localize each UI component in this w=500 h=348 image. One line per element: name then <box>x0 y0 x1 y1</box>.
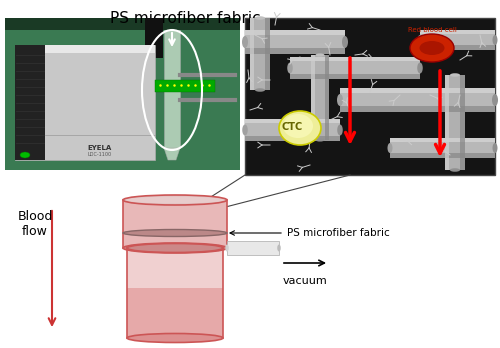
Bar <box>290 57 420 61</box>
Ellipse shape <box>450 73 460 77</box>
Bar <box>445 75 449 170</box>
Polygon shape <box>164 148 180 160</box>
Bar <box>245 30 345 35</box>
Ellipse shape <box>20 152 30 158</box>
Bar <box>155 80 215 92</box>
Ellipse shape <box>417 63 423 73</box>
Ellipse shape <box>316 54 324 57</box>
FancyBboxPatch shape <box>145 18 163 58</box>
Bar <box>45 45 155 160</box>
Ellipse shape <box>123 195 227 205</box>
Text: CTC: CTC <box>282 122 302 132</box>
Bar <box>123 200 227 248</box>
Bar <box>390 153 495 158</box>
Bar <box>250 18 254 90</box>
Ellipse shape <box>410 34 454 62</box>
Bar <box>340 88 495 112</box>
Ellipse shape <box>337 94 343 106</box>
Bar <box>420 30 495 50</box>
Bar <box>45 45 155 53</box>
Ellipse shape <box>225 245 229 252</box>
Bar <box>5 18 240 30</box>
Bar <box>290 73 420 79</box>
Ellipse shape <box>388 143 392 153</box>
Ellipse shape <box>277 245 281 252</box>
Ellipse shape <box>450 168 460 172</box>
Bar <box>340 106 495 112</box>
Ellipse shape <box>279 111 321 145</box>
Bar <box>245 48 345 54</box>
Text: PS microfiber fabric: PS microfiber fabric <box>110 11 260 26</box>
Bar <box>420 45 495 50</box>
Ellipse shape <box>127 244 223 253</box>
Ellipse shape <box>337 125 343 135</box>
Bar <box>460 75 465 170</box>
Ellipse shape <box>420 41 444 55</box>
Bar <box>164 30 180 148</box>
Ellipse shape <box>255 88 265 92</box>
Bar <box>324 55 329 140</box>
Ellipse shape <box>492 143 498 153</box>
Ellipse shape <box>418 35 422 45</box>
Ellipse shape <box>242 36 248 48</box>
Text: PS microfiber fabric: PS microfiber fabric <box>287 228 390 238</box>
Bar <box>390 138 495 158</box>
Bar <box>445 75 465 170</box>
Text: vacuum: vacuum <box>282 276 328 286</box>
Ellipse shape <box>255 16 265 20</box>
Ellipse shape <box>242 125 248 135</box>
Ellipse shape <box>316 139 324 142</box>
Ellipse shape <box>126 197 224 204</box>
Text: Blood
flow: Blood flow <box>18 210 52 238</box>
Bar <box>127 288 223 338</box>
Bar <box>250 18 270 90</box>
Bar <box>340 88 495 93</box>
Ellipse shape <box>123 229 227 237</box>
Bar <box>127 248 223 338</box>
Text: Red blood cell: Red blood cell <box>408 27 457 33</box>
Ellipse shape <box>123 243 227 253</box>
Ellipse shape <box>283 114 313 138</box>
Ellipse shape <box>492 94 498 106</box>
Bar <box>390 138 495 142</box>
Bar <box>290 57 420 79</box>
Bar <box>311 55 314 140</box>
Ellipse shape <box>492 35 498 45</box>
Ellipse shape <box>287 63 293 73</box>
Ellipse shape <box>127 333 223 342</box>
Bar <box>245 135 340 141</box>
Bar <box>15 45 155 160</box>
Bar <box>245 119 340 141</box>
Ellipse shape <box>342 36 348 48</box>
Bar <box>5 18 240 170</box>
Text: LDC-1100: LDC-1100 <box>88 152 112 158</box>
Bar <box>245 30 345 54</box>
Bar <box>311 55 329 140</box>
Bar <box>15 45 45 160</box>
Bar <box>227 241 279 255</box>
Bar <box>245 119 340 124</box>
Bar <box>265 18 270 90</box>
Bar <box>420 30 495 34</box>
Text: EYELA: EYELA <box>88 145 112 151</box>
Bar <box>245 18 495 175</box>
